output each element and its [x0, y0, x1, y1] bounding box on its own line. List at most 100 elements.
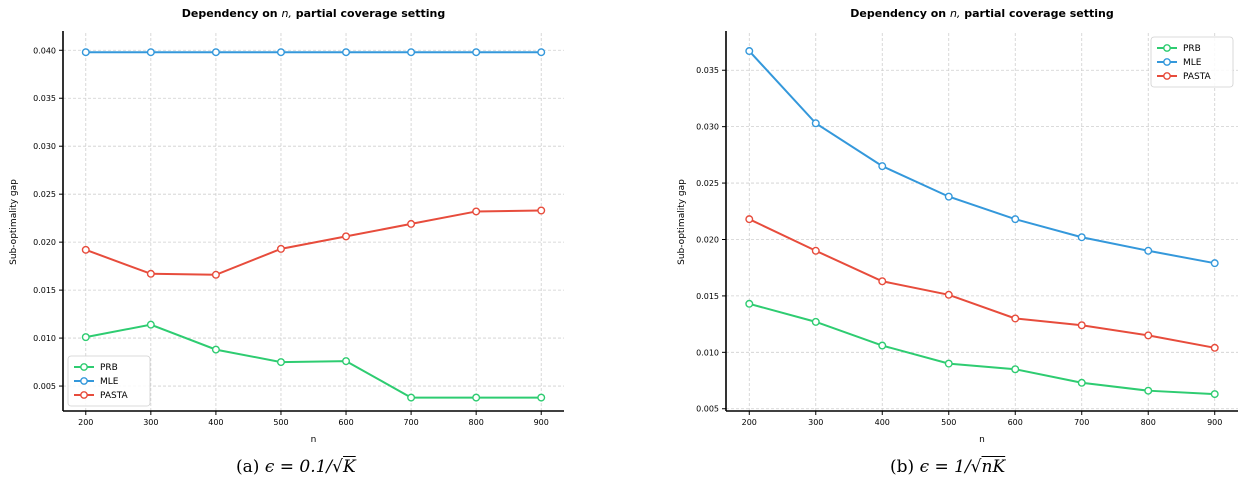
- chart-a-point-pasta: [472, 207, 481, 216]
- chart-a-point-mle: [276, 48, 285, 57]
- chart-b-legend-label-prb: PRB: [1183, 44, 1201, 54]
- chart-b-y-tick-label: 0.035: [696, 66, 719, 75]
- chart-a-series-prb: [81, 320, 546, 402]
- chart-b-legend: PRB MLE PASTA: [1150, 36, 1234, 88]
- chart-b-point-mle: [1210, 259, 1219, 268]
- chart-a-y-tick-label: 0.015: [33, 286, 56, 295]
- chart-b-series-pasta: [745, 215, 1219, 352]
- chart-b-point-pasta: [944, 290, 953, 299]
- chart-a-point-mle: [472, 48, 481, 57]
- chart-a-y-tick-label: 0.005: [33, 382, 56, 391]
- chart-a-point-pasta: [146, 269, 155, 278]
- chart-b-line-pasta: [748, 218, 1215, 349]
- chart-a-point-prb: [146, 320, 155, 329]
- chart-b-legend-box: [1150, 36, 1234, 88]
- chart-a-y-tick-label: 0.035: [33, 94, 56, 103]
- chart-a-x-tick-label: 400: [208, 418, 223, 427]
- chart-a-point-mle: [342, 48, 351, 57]
- chart-a-line-pasta: [85, 209, 542, 276]
- chart-b-point-prb: [745, 299, 754, 308]
- chart-b-x-tick-label: 400: [875, 418, 890, 427]
- chart-b-point-mle: [1011, 215, 1020, 224]
- chart-a-legend: PRB MLE PASTA: [67, 355, 151, 407]
- chart-a-point-mle: [537, 48, 546, 57]
- chart-a-legend-label-prb: PRB: [100, 363, 118, 373]
- chart-b-point-pasta: [811, 246, 820, 255]
- chart-a-y-tick-label: 0.025: [33, 190, 56, 199]
- chart-b-x-tick-label: 800: [1141, 418, 1156, 427]
- chart-b-point-mle: [878, 162, 887, 171]
- chart-b-line-mle: [748, 50, 1215, 265]
- chart-b-title: Dependency on n, partial coverage settin…: [850, 7, 1113, 20]
- chart-b-point-prb: [1144, 386, 1153, 395]
- chart-b-y-tick-label: 0.005: [696, 405, 719, 414]
- chart-b-legend-marker-pasta: [1163, 72, 1171, 80]
- caption-a: (a) ϵ = 0.1/√K: [236, 457, 356, 477]
- chart-b-point-mle: [1077, 233, 1086, 242]
- caption-b-expr: ϵ = 1/√: [919, 457, 982, 477]
- chart-b-point-pasta: [745, 215, 754, 224]
- caption-b-radicand: nK: [981, 457, 1006, 477]
- chart-b-x-tick-label: 200: [742, 418, 757, 427]
- chart-b-legend-marker-mle: [1163, 58, 1171, 66]
- chart-b-y-tick-label: 0.010: [696, 348, 719, 357]
- chart-a-point-prb: [81, 333, 90, 342]
- chart-b-point-mle: [745, 47, 754, 56]
- chart-a-point-prb: [537, 393, 546, 402]
- chart-b-svg: Dependency on n, partial coverage settin…: [677, 7, 1238, 445]
- chart-a-y-tick-label: 0.010: [33, 334, 56, 343]
- chart-a-point-pasta: [407, 219, 416, 228]
- chart-a-x-tick-label: 200: [78, 418, 93, 427]
- chart-b-grid: [726, 33, 1238, 411]
- chart-b-x-tick-label: 900: [1207, 418, 1222, 427]
- chart-b-x-axis-label: n: [979, 435, 985, 445]
- chart-b-point-prb: [878, 341, 887, 350]
- chart-a-x-tick-label: 700: [403, 418, 418, 427]
- chart-a-legend-label-mle: MLE: [100, 377, 119, 387]
- chart-b-legend-label-mle: MLE: [1183, 58, 1202, 68]
- chart-a-y-axis-label: Sub-optimality gap: [9, 179, 19, 265]
- chart-b-point-pasta: [1210, 343, 1219, 352]
- chart-b-x-tick-label: 500: [941, 418, 956, 427]
- chart-b-point-prb: [1011, 365, 1020, 374]
- chart-b-point-prb: [1210, 390, 1219, 399]
- chart-a-point-prb: [276, 358, 285, 367]
- chart-a-series-mle: [81, 48, 546, 57]
- chart-a-point-mle: [146, 48, 155, 57]
- chart-a-y-tick-label: 0.030: [33, 142, 56, 151]
- caption-b: (b) ϵ = 1/√nK: [890, 457, 1005, 477]
- chart-a-point-mle: [407, 48, 416, 57]
- caption-a-expr: ϵ = 0.1/√: [264, 457, 343, 477]
- chart-a-point-prb: [407, 393, 416, 402]
- chart-a-legend-marker-mle: [80, 377, 88, 385]
- chart-a-series-pasta: [81, 206, 546, 279]
- chart-a-legend-marker-pasta: [80, 391, 88, 399]
- chart-a-point-pasta: [537, 206, 546, 215]
- chart-a-point-prb: [342, 357, 351, 366]
- chart-b-y-tick-label: 0.025: [696, 179, 719, 188]
- chart-a-legend-label-pasta: PASTA: [100, 391, 129, 401]
- chart-a-point-pasta: [342, 232, 351, 241]
- chart-b-x-tick-label: 700: [1074, 418, 1089, 427]
- chart-b-point-prb: [944, 359, 953, 368]
- chart-b-y-axis-label: Sub-optimality gap: [677, 179, 687, 265]
- chart-a-legend-marker-prb: [80, 363, 88, 371]
- chart-a-x-tick-label: 900: [534, 418, 549, 427]
- chart-b-point-pasta: [1144, 331, 1153, 340]
- chart-b-series-mle: [745, 47, 1219, 268]
- chart-b-line-prb: [749, 302, 1215, 396]
- chart-a-point-pasta: [276, 244, 285, 253]
- chart-panel-b: Dependency on n, partial coverage settin…: [640, 0, 1239, 489]
- chart-a-point-pasta: [81, 245, 90, 254]
- caption-a-label: (a): [236, 457, 260, 477]
- chart-a-x-tick-label: 300: [143, 418, 158, 427]
- chart-b-point-prb: [811, 317, 820, 326]
- chart-b-legend-label-pasta: PASTA: [1183, 72, 1212, 82]
- chart-b-point-mle: [811, 119, 820, 128]
- chart-a-point-prb: [211, 345, 220, 354]
- chart-a-point-pasta: [211, 270, 220, 279]
- chart-b-point-pasta: [878, 277, 887, 286]
- chart-b-point-pasta: [1077, 321, 1086, 330]
- chart-a-x-tick-label: 800: [469, 418, 484, 427]
- chart-a-title: Dependency on n, partial coverage settin…: [182, 7, 445, 20]
